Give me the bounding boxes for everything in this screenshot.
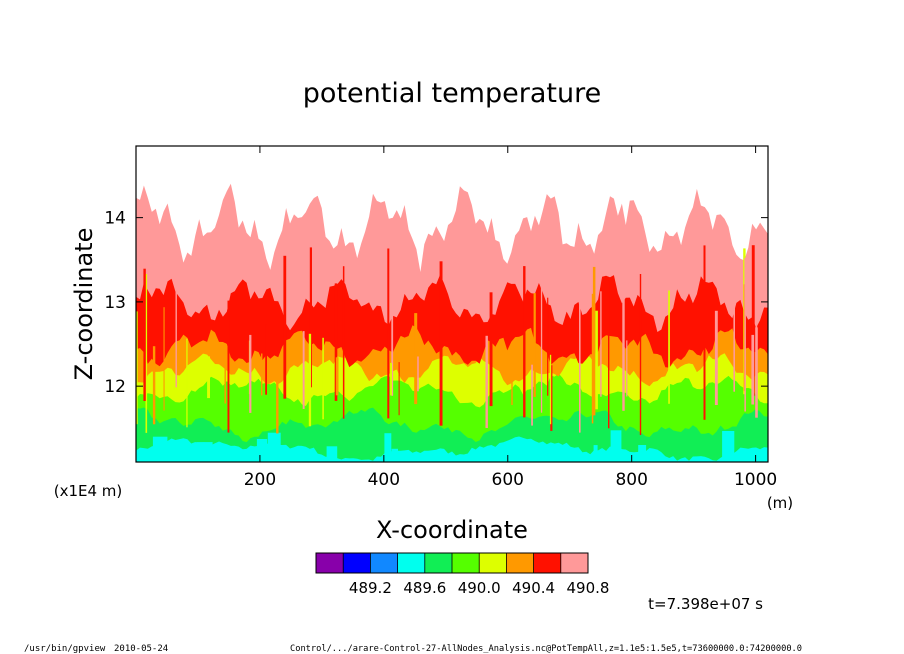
contour-streak: [531, 365, 533, 426]
contour-streak: [417, 357, 419, 392]
contour-streak: [265, 325, 267, 395]
contour-streak: [343, 266, 345, 419]
contour-streak: [164, 307, 165, 410]
contour-patch: [257, 439, 267, 462]
contour-patch: [196, 442, 212, 462]
contour-streak: [486, 336, 488, 428]
footer-source: Control/.../arare-Control-27-AllNodes_An…: [290, 644, 802, 654]
x-tick-label: 200: [244, 470, 276, 490]
contour-streak: [755, 327, 758, 417]
contour-streak: [640, 274, 641, 435]
legend-swatch: [452, 553, 479, 573]
contour-streak: [579, 303, 581, 433]
contour-streak: [600, 291, 601, 396]
contour-streak: [733, 264, 735, 392]
contour-streak: [541, 266, 542, 412]
contour-patch: [268, 433, 281, 462]
contour-streak: [608, 281, 609, 428]
y-tick-label: 14: [104, 209, 126, 229]
contour-streak: [336, 357, 339, 395]
contour-streak: [399, 362, 400, 415]
footer-program: /usr/bin/gpview: [24, 644, 106, 654]
contour-streak: [309, 334, 311, 427]
contour-streak: [744, 258, 746, 412]
contour-streak: [622, 268, 624, 411]
y-unit-label: (x1E4 m): [54, 482, 123, 500]
contour-streak: [414, 313, 417, 404]
contour-patch: [594, 445, 598, 462]
legend-swatch: [506, 553, 533, 573]
contour-streak: [626, 340, 627, 396]
contour-streak: [153, 346, 155, 424]
legend-level-label: 490.4: [512, 579, 555, 597]
contour-bands: [136, 140, 768, 462]
figure: potential temperature 200 400 600 800 1000 1…: [0, 0, 904, 654]
legend-level-label: 489.6: [403, 579, 446, 597]
contour-streak: [534, 293, 536, 397]
x-tick-label: 1000: [734, 470, 777, 490]
contour-streak: [550, 355, 551, 424]
contour-streak: [547, 298, 548, 396]
contour-streak: [595, 311, 598, 410]
x-unit-label: (m): [767, 494, 793, 512]
legend-swatch: [534, 553, 561, 573]
x-tick-label: 800: [615, 470, 647, 490]
contour-streak: [592, 294, 594, 424]
contour-patch: [722, 431, 734, 462]
contour-streak: [751, 335, 754, 405]
chart-title: potential temperature: [303, 78, 601, 109]
contour-streak: [207, 356, 210, 398]
legend-swatch: [479, 553, 506, 573]
legend-swatch: [561, 553, 588, 573]
color-legend: 489.2 489.6 490.0 490.4 490.8: [316, 553, 609, 597]
x-axis-label: X-coordinate: [376, 516, 528, 544]
plot-area: [136, 140, 768, 462]
contour-streak: [249, 335, 251, 413]
legend-level-label: 489.2: [349, 579, 392, 597]
contour-streak: [668, 291, 670, 404]
contour-patch: [384, 433, 391, 462]
contour-patch: [392, 449, 398, 462]
contour-streak: [176, 283, 177, 387]
contour-streak: [440, 261, 443, 425]
contour-patch: [153, 437, 168, 462]
legend-swatch: [343, 553, 370, 573]
y-tick-label: 13: [104, 293, 126, 313]
legend-swatch: [398, 553, 425, 573]
x-tick-label: 400: [368, 470, 400, 490]
contour-patch: [513, 447, 520, 462]
legend-swatch: [316, 553, 343, 573]
contour-streak: [303, 331, 305, 409]
legend-swatch: [370, 553, 397, 573]
contour-streak: [283, 256, 286, 399]
y-tick-label: 12: [104, 377, 126, 397]
contour-streak: [715, 311, 718, 405]
x-tick-label: 600: [492, 470, 524, 490]
contour-streak: [228, 301, 230, 433]
contour-streak: [387, 249, 389, 419]
contour-streak: [704, 245, 706, 419]
contour-streak: [225, 343, 226, 403]
legend-level-label: 490.0: [458, 579, 501, 597]
contour-streak: [490, 292, 493, 406]
contour-patch: [638, 445, 646, 462]
contour-patch: [611, 430, 622, 462]
time-label: t=7.398e+07 s: [648, 595, 763, 613]
contour-streak: [322, 338, 324, 420]
contour-streak: [511, 354, 512, 405]
footer-date: 2010-05-24: [114, 644, 168, 654]
legend-swatch: [425, 553, 452, 573]
contour-streak: [186, 339, 187, 428]
contour-streak: [523, 266, 525, 417]
contour-streak: [143, 269, 145, 401]
contour-streak: [261, 354, 262, 396]
contour-patch: [221, 454, 230, 463]
y-axis-label: Z-coordinate: [70, 228, 98, 381]
contour-streak: [390, 363, 392, 396]
contour-patch: [327, 446, 338, 462]
contour-streak: [276, 376, 278, 434]
legend-level-label: 490.8: [567, 579, 610, 597]
